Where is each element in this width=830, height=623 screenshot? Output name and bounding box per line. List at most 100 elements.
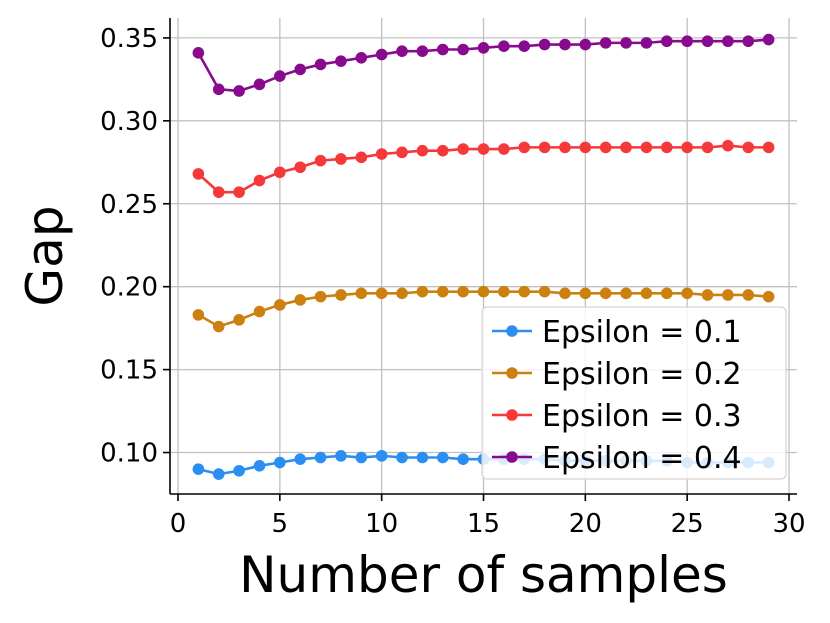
data-point	[518, 141, 531, 154]
data-point	[294, 63, 307, 76]
data-point	[335, 450, 347, 462]
data-point	[233, 464, 245, 477]
legend-marker	[506, 325, 518, 337]
data-point	[477, 285, 490, 298]
data-point	[701, 35, 714, 48]
y-tick-label: 0.20	[100, 273, 158, 303]
data-point	[681, 141, 693, 154]
data-point	[722, 289, 734, 301]
data-point	[599, 37, 612, 49]
data-point	[294, 294, 307, 306]
data-point	[212, 186, 225, 198]
data-point	[681, 287, 693, 300]
data-point	[274, 456, 286, 469]
data-point	[192, 47, 205, 59]
data-point	[416, 451, 429, 464]
legend-marker	[506, 409, 518, 421]
series-3	[192, 139, 775, 198]
data-point	[192, 168, 205, 180]
y-tick-label: 0.10	[100, 439, 158, 469]
data-point	[640, 287, 653, 300]
y-tick-label: 0.25	[100, 190, 158, 220]
data-point	[742, 35, 755, 48]
data-point	[538, 38, 551, 51]
x-tick-label: 25	[671, 509, 704, 539]
legend-label: Epsilon = 0.3	[542, 399, 742, 434]
legend-box	[481, 306, 787, 480]
data-point	[661, 141, 673, 154]
data-point	[681, 35, 693, 48]
data-point	[436, 451, 449, 464]
y-axis-title: Gap	[16, 205, 74, 306]
data-point	[436, 285, 449, 298]
data-point	[762, 290, 775, 303]
data-point	[335, 289, 347, 301]
x-tick-label: 0	[170, 509, 187, 539]
data-point	[253, 460, 266, 472]
data-point	[477, 42, 490, 54]
data-point	[375, 148, 388, 160]
data-point	[314, 58, 327, 71]
data-point	[314, 290, 327, 303]
legend-marker	[506, 451, 518, 463]
y-tick-label: 0.35	[100, 24, 158, 54]
data-point	[579, 141, 592, 154]
data-point	[253, 174, 266, 187]
series-4	[192, 33, 775, 97]
data-point	[579, 287, 592, 300]
data-point	[457, 285, 469, 298]
data-point	[212, 468, 225, 480]
legend-label: Epsilon = 0.1	[542, 315, 742, 350]
data-point	[314, 451, 327, 464]
data-point	[498, 143, 510, 155]
data-point	[457, 143, 469, 155]
data-point	[335, 55, 347, 67]
data-point	[355, 287, 368, 300]
legend-label: Epsilon = 0.2	[542, 357, 742, 392]
data-point	[599, 141, 612, 154]
data-point	[538, 141, 551, 154]
data-point	[253, 305, 266, 318]
data-point	[436, 43, 449, 56]
legend-entry: Epsilon = 0.4	[492, 441, 742, 476]
data-point	[212, 320, 225, 333]
data-point	[579, 38, 592, 51]
data-point	[355, 151, 368, 164]
data-point	[212, 83, 225, 96]
x-tick-label: 10	[365, 509, 398, 539]
data-point	[294, 161, 307, 174]
legend: Epsilon = 0.1 Epsilon = 0.2 Epsilon = 0.3 E…	[481, 306, 787, 480]
data-point	[335, 153, 347, 165]
data-point	[396, 287, 408, 300]
data-point	[620, 141, 632, 154]
x-tick-label: 20	[569, 509, 602, 539]
data-point	[396, 451, 408, 464]
data-point	[559, 287, 571, 300]
data-point	[274, 299, 286, 311]
data-point	[701, 141, 714, 154]
y-tick-label: 0.30	[100, 107, 158, 137]
data-point	[233, 186, 245, 198]
data-point	[498, 40, 510, 52]
legend-entry: Epsilon = 0.3	[492, 399, 742, 434]
data-point	[661, 35, 673, 48]
legend-label: Epsilon = 0.4	[542, 441, 742, 476]
y-tick-label: 0.15	[100, 356, 158, 386]
data-point	[274, 70, 286, 82]
data-point	[294, 453, 307, 465]
data-point	[274, 166, 286, 179]
x-axis-title: Number of samples	[239, 546, 728, 604]
data-point	[233, 85, 245, 97]
data-point	[233, 314, 245, 326]
data-point	[314, 154, 327, 167]
data-point	[518, 40, 531, 52]
data-point	[620, 287, 632, 300]
data-point	[375, 287, 388, 300]
x-tick-label: 15	[467, 509, 500, 539]
data-point	[559, 141, 571, 154]
data-point	[192, 309, 205, 321]
data-point	[457, 43, 469, 56]
data-point	[355, 451, 368, 464]
data-point	[396, 45, 408, 57]
data-point	[477, 143, 490, 155]
